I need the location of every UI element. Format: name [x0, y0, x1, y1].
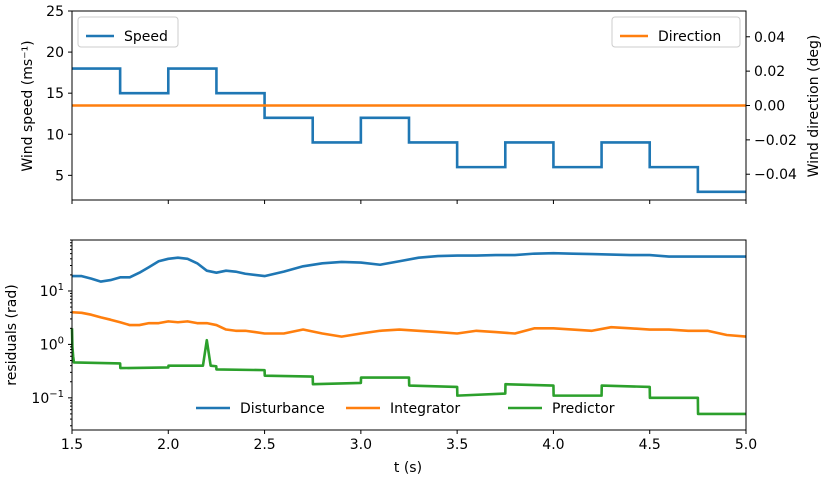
time-tick-label: 4.0 — [542, 437, 564, 453]
time-tick-label: 5.0 — [735, 437, 757, 453]
predictor-line — [70, 328, 746, 416]
residuals-axes: 10−1 100 101 1.5 2.0 2.5 3.0 3.5 4.0 4.5 5.0 — [31, 239, 757, 453]
legend-frame — [611, 16, 741, 48]
disturbance-line — [72, 251, 746, 283]
speed-tick-label: 20 — [46, 45, 64, 61]
wind-speed-axis-label: Wind speed (ms⁻¹) — [20, 40, 36, 171]
residuals-axis-label: residuals (rad) — [4, 284, 20, 385]
direction-tick-label: 0.02 — [754, 64, 785, 80]
direction-tick-label: −0.04 — [754, 167, 797, 183]
speed-tick-label: 15 — [46, 86, 64, 102]
legend-label: Integrator — [390, 401, 460, 417]
time-tick-label: 2.0 — [157, 437, 179, 453]
time-tick-label: 4.5 — [639, 437, 661, 453]
residual-tick-label: 100 — [40, 335, 64, 353]
direction-tick-label: 0.04 — [754, 30, 785, 46]
residuals-axes-frame — [71, 239, 747, 431]
speed-tick-label: 10 — [46, 127, 64, 143]
speed-legend: Speed — [77, 16, 179, 48]
speed-tick-label: 25 — [46, 4, 64, 20]
direction-legend: Direction — [611, 16, 741, 48]
wind-direction-axis-label: Wind direction (deg) — [806, 35, 822, 178]
direction-tick-label: −0.02 — [754, 133, 797, 149]
residual-tick-label: 101 — [40, 282, 64, 300]
legend-label: Predictor — [552, 401, 615, 417]
time-tick-label: 2.5 — [253, 437, 275, 453]
time-axis-label: t (s) — [394, 460, 422, 476]
time-tick-label: 1.5 — [61, 437, 83, 453]
residual-series — [70, 251, 747, 416]
legend-label: Direction — [658, 29, 721, 45]
legend-label: Disturbance — [240, 401, 325, 417]
residual-tick-label: 10−1 — [31, 389, 64, 407]
wind-axes: 5 10 15 20 25 −0.04 −0.02 0.00 0.02 0.04 — [46, 4, 797, 204]
speed-line — [72, 67, 746, 194]
residuals-legend: Disturbance Integrator Predictor — [196, 401, 615, 417]
wind-series — [72, 67, 746, 194]
wind-panel: 5 10 15 20 25 −0.04 −0.02 0.00 0.02 0.04 Wind spe… — [20, 4, 822, 204]
residuals-panel: 10−1 100 101 1.5 2.0 2.5 3.0 3.5 4.0 4.5 5.0 resid… — [4, 239, 757, 476]
direction-tick-label: 0.00 — [754, 99, 785, 115]
time-tick-label: 3.5 — [446, 437, 468, 453]
speed-tick-label: 5 — [55, 168, 64, 184]
legend-label: Speed — [124, 29, 168, 45]
time-tick-label: 3.0 — [350, 437, 372, 453]
legend-frame — [77, 16, 179, 48]
integrator-line — [71, 310, 747, 338]
